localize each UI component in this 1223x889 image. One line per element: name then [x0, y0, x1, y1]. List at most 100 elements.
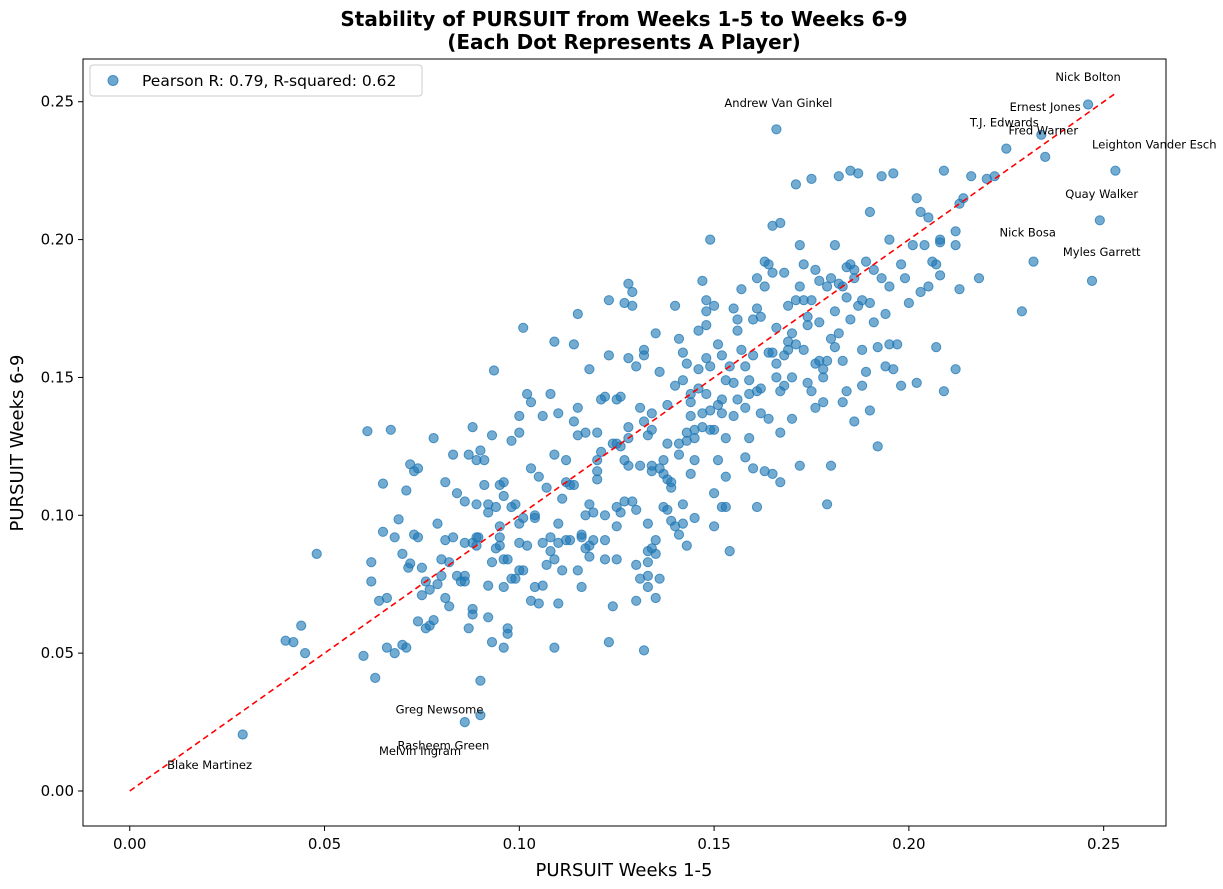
data-point	[950, 240, 961, 251]
data-point	[670, 380, 681, 391]
data-point	[537, 537, 548, 549]
data-point	[545, 388, 556, 400]
data-point	[790, 339, 802, 350]
data-point	[732, 394, 743, 405]
data-point	[786, 328, 798, 339]
data-point	[549, 449, 560, 460]
data-point	[670, 300, 681, 311]
data-point	[525, 397, 537, 408]
data-point	[537, 410, 548, 422]
data-point	[615, 391, 626, 402]
data-point	[685, 410, 696, 422]
data-point	[822, 281, 833, 292]
data-point	[642, 518, 654, 529]
data-point	[720, 433, 731, 444]
data-point	[385, 424, 396, 435]
data-point	[564, 535, 576, 546]
data-point	[576, 529, 587, 540]
data-point	[662, 504, 673, 515]
data-point	[786, 372, 798, 383]
player-annotation: T.J. Edwards	[969, 115, 1039, 129]
data-point	[473, 532, 484, 543]
data-point	[599, 510, 611, 521]
data-point	[545, 546, 556, 557]
data-point	[767, 347, 778, 358]
data-point	[584, 364, 595, 375]
data-point	[650, 328, 661, 339]
trend-line	[129, 91, 1118, 792]
data-point	[514, 427, 525, 438]
data-point	[483, 612, 494, 623]
data-point	[662, 399, 673, 411]
data-point	[603, 637, 615, 648]
data-point	[646, 408, 657, 419]
data-point	[935, 270, 946, 281]
data-point	[584, 551, 595, 562]
data-point	[751, 501, 763, 513]
data-point	[358, 650, 369, 662]
data-point	[880, 308, 891, 320]
data-point	[592, 466, 603, 477]
data-point	[802, 377, 813, 388]
data-point	[701, 306, 712, 317]
data-point	[712, 339, 724, 350]
x-axis-label: PURSUIT Weeks 1-5	[536, 860, 713, 881]
data-point	[845, 314, 856, 325]
data-point	[494, 532, 505, 543]
data-point	[522, 540, 533, 551]
data-point	[401, 485, 412, 496]
data-point	[806, 173, 817, 184]
data-point	[377, 526, 389, 537]
data-point	[677, 347, 689, 358]
data-point	[490, 501, 501, 513]
legend-marker	[107, 75, 119, 86]
data-point	[440, 592, 451, 604]
data-point	[837, 355, 848, 366]
data-point	[864, 297, 876, 309]
data-point	[701, 320, 712, 331]
data-point	[498, 581, 509, 593]
data-point	[705, 361, 716, 372]
data-point	[841, 292, 852, 303]
x-tick-label: 0.00	[113, 835, 146, 853]
data-point	[1036, 129, 1047, 140]
data-point	[779, 380, 790, 391]
data-point	[771, 372, 782, 383]
data-point	[697, 275, 708, 286]
data-point	[732, 325, 743, 336]
data-point	[459, 570, 470, 582]
data-point	[884, 281, 895, 292]
data-point	[701, 353, 712, 364]
data-point	[701, 388, 712, 400]
data-point	[822, 499, 833, 510]
data-point	[709, 424, 720, 435]
data-point	[588, 507, 599, 518]
data-point	[810, 402, 821, 413]
data-point	[716, 408, 728, 419]
data-point	[802, 311, 813, 322]
data-point	[518, 512, 529, 524]
data-point	[568, 479, 580, 491]
data-point	[923, 212, 934, 223]
data-point	[736, 284, 747, 295]
data-point	[631, 504, 642, 515]
data-point	[849, 416, 860, 427]
data-point	[779, 267, 790, 278]
data-point	[486, 637, 498, 648]
data-point	[584, 499, 595, 510]
data-point	[631, 595, 642, 606]
data-point	[572, 565, 583, 576]
data-point	[568, 416, 580, 427]
data-point	[514, 410, 525, 422]
player-annotation: Melvin Ingram	[379, 744, 461, 758]
player-annotation: Quay Walker	[1065, 187, 1138, 201]
y-tick-label: 0.20	[41, 231, 74, 249]
data-point	[892, 339, 903, 350]
data-point	[498, 490, 509, 502]
data-point	[498, 477, 509, 488]
data-point	[623, 422, 634, 433]
data-point	[728, 303, 739, 314]
data-point	[463, 449, 474, 460]
data-point	[720, 471, 731, 482]
